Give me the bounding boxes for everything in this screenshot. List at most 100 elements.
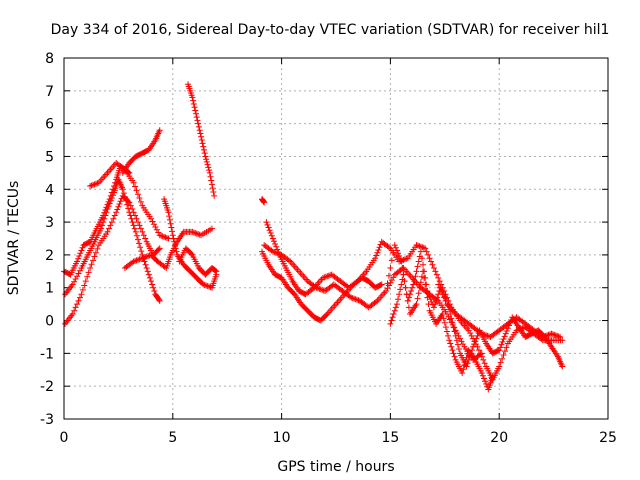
data-point	[269, 235, 276, 242]
data-point	[450, 324, 457, 331]
data-point	[133, 215, 140, 222]
data-point	[208, 181, 215, 188]
data-point	[102, 207, 109, 214]
data-point	[90, 257, 97, 264]
data-point	[500, 336, 507, 343]
data-point	[136, 256, 143, 263]
data-point	[429, 261, 436, 268]
data-point	[272, 249, 279, 256]
data-point	[194, 117, 201, 124]
data-point	[198, 133, 205, 140]
data-point	[397, 286, 404, 293]
data-point	[404, 297, 411, 304]
data-point	[482, 378, 489, 385]
data-point	[141, 258, 148, 265]
data-point	[265, 224, 272, 231]
data-point	[140, 232, 147, 239]
data-point	[449, 347, 456, 354]
x-tick-label: 15	[381, 430, 399, 446]
data-point	[206, 169, 213, 176]
data-point	[434, 294, 441, 301]
data-point	[423, 248, 430, 255]
data-point	[168, 224, 175, 231]
data-point	[124, 201, 131, 208]
data-point	[549, 331, 556, 338]
data-point	[392, 244, 399, 251]
data-point	[392, 304, 399, 311]
data-point	[130, 258, 137, 265]
data-point	[551, 331, 558, 338]
data-point	[403, 291, 410, 298]
data-point	[495, 347, 502, 354]
y-tick-label: 2	[45, 248, 54, 264]
data-point	[413, 301, 420, 308]
data-point	[169, 228, 176, 235]
data-point	[441, 294, 448, 301]
data-point	[158, 232, 165, 239]
data-point	[134, 219, 141, 226]
data-point	[113, 209, 120, 216]
data-point	[137, 255, 144, 262]
series-pass-j	[259, 196, 268, 206]
data-point	[468, 332, 475, 339]
data-point	[399, 265, 406, 272]
data-point	[376, 244, 383, 251]
chart-title: Day 334 of 2016, Sidereal Day-to-day VTE…	[51, 22, 610, 38]
data-point	[138, 248, 145, 255]
data-point	[204, 161, 211, 168]
data-point	[109, 186, 116, 193]
data-point	[415, 290, 422, 297]
data-point	[461, 362, 468, 369]
data-point	[107, 192, 114, 199]
data-point	[192, 107, 199, 114]
ticks: 0 5 10 15 20 25 -3 -2 -1 0 1 2 3 4 5 6 7 8	[40, 51, 617, 446]
data-point	[156, 232, 163, 239]
data-point	[441, 319, 448, 326]
y-tick-label: 1	[45, 281, 54, 297]
data-point	[435, 274, 442, 281]
data-point	[316, 285, 323, 292]
data-point	[267, 230, 274, 237]
data-point	[420, 261, 427, 268]
data-point	[372, 255, 379, 262]
data-point	[499, 338, 506, 345]
data-point	[114, 206, 121, 213]
data-point	[150, 221, 157, 228]
data-point	[443, 328, 450, 335]
data-point	[432, 301, 439, 308]
data-point	[428, 298, 435, 305]
data-point	[415, 258, 422, 265]
data-point	[125, 205, 132, 212]
data-point	[191, 104, 198, 111]
data-point	[200, 281, 207, 288]
data-point	[420, 268, 427, 275]
data-point	[137, 198, 144, 205]
data-point	[156, 245, 163, 252]
data-point	[390, 249, 397, 256]
data-point	[419, 244, 426, 251]
data-point	[395, 296, 402, 303]
data-point	[209, 185, 216, 192]
data-point	[211, 267, 218, 274]
data-point	[463, 354, 470, 361]
data-point	[85, 269, 92, 276]
data-point	[391, 307, 398, 314]
data-point	[76, 294, 83, 301]
data-point	[481, 360, 488, 367]
data-point	[451, 328, 458, 335]
data-point	[142, 235, 149, 242]
data-point	[106, 196, 113, 203]
data-point	[134, 191, 141, 198]
data-point	[171, 242, 178, 249]
data-point	[75, 297, 82, 304]
data-point	[156, 127, 163, 134]
data-point	[155, 246, 162, 253]
data-point	[323, 312, 330, 319]
data-point	[439, 291, 446, 298]
data-point	[207, 173, 214, 180]
data-point	[387, 320, 394, 327]
data-point	[91, 253, 98, 260]
data-point	[199, 140, 206, 147]
data-point	[448, 343, 455, 350]
data-point	[377, 281, 384, 288]
